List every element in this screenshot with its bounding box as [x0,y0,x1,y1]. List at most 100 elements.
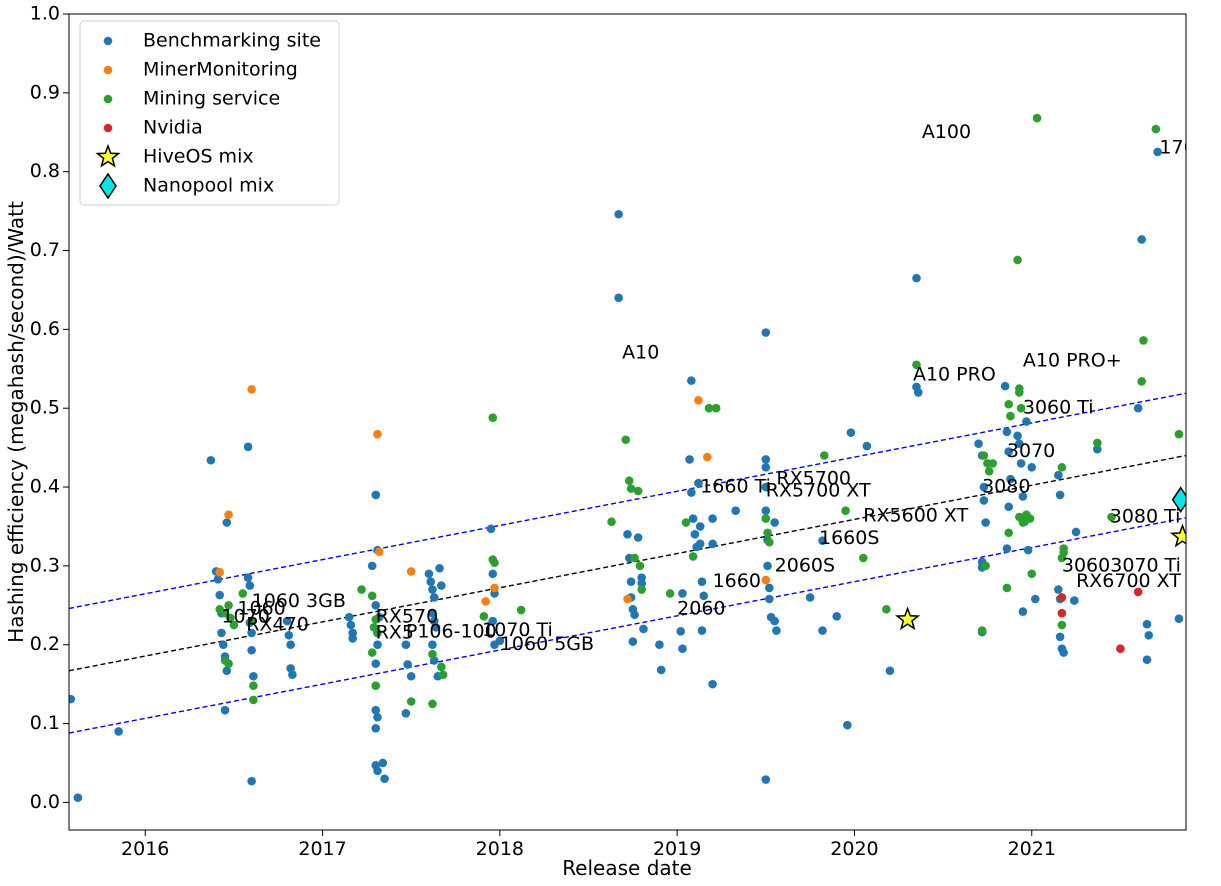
point-minermonitoring [702,452,712,462]
point-benchmarking [678,644,687,653]
point-mining [681,518,691,527]
point-mining [371,615,381,624]
point-nvidia [1057,608,1067,618]
point-benchmarking [428,608,437,618]
point-hiveos [1169,523,1186,548]
point-benchmarking [424,569,434,579]
point-mining [249,681,258,691]
point-mining [1013,255,1022,265]
point-benchmarking [694,478,703,488]
point-mining [665,589,675,598]
point-mining [981,561,990,571]
annotation-label: 1060 3GB [252,590,346,612]
point-benchmarking [1016,459,1026,468]
annotation-label: 1660S [819,527,879,549]
x-tick-label: 2017 [298,838,346,860]
point-benchmarking [687,488,696,497]
point-mining [979,451,989,460]
y-tick-label: 0.6 [30,318,60,340]
x-tick-label: 2021 [1008,838,1056,860]
trend-line-upper [69,392,1186,610]
point-benchmarking [1055,490,1065,500]
trend-line-lower [69,517,1186,734]
legend-label-benchmarking: Benchmarking site [143,30,321,52]
legend-label-nvidia: Nvidia [143,117,203,139]
point-benchmarking [688,514,698,523]
point-benchmarking [697,577,707,586]
point-mining [841,506,850,515]
point-benchmarking [655,640,664,650]
legend-label-hiveos: HiveOS mix [143,146,254,168]
point-benchmarking [247,628,256,638]
point-benchmarking [495,636,505,646]
point-mining [1057,553,1067,563]
point-nanopool [1171,486,1186,514]
point-minermonitoring [224,510,233,519]
point-benchmarking [656,665,666,675]
point-benchmarking [428,640,437,650]
point-mining [1002,583,1012,593]
point-benchmarking [486,524,496,534]
point-benchmarking [373,640,382,650]
point-benchmarking [69,694,76,704]
legend: Benchmarking site MinerMonitoring Mining s… [79,20,340,206]
legend-marker-minermonitoring [103,65,113,75]
trend-line-fit [69,454,1186,672]
point-benchmarking [1002,427,1012,437]
point-benchmarking [243,442,253,452]
point-mining [704,403,714,413]
point-benchmarking [885,666,895,676]
point-mining [428,699,437,709]
point-benchmarking [1071,527,1081,537]
point-mining [1057,463,1067,472]
point-mining [977,626,987,635]
point-benchmarking [763,561,772,571]
y-tick-label: 0.2 [30,633,60,655]
point-benchmarking [1093,444,1102,454]
point-mining [1015,388,1024,397]
point-benchmarking [249,671,258,681]
legend-marker-nanopool [99,172,117,200]
point-minermonitoring [481,597,490,606]
point-benchmarking [912,273,921,283]
point-mining [984,466,994,476]
annotation-label: A100 [922,121,971,143]
point-mining [607,517,616,527]
y-tick-label: 1.0 [30,3,60,25]
point-benchmarking [1018,607,1028,616]
point-benchmarking [206,455,216,465]
point-mining [635,561,645,571]
point-benchmarking [367,561,377,571]
point-mining [1151,124,1161,134]
point-benchmarking [630,610,639,620]
point-benchmarking [1022,417,1031,426]
point-benchmarking [1023,545,1033,555]
annotation-label: 3080 Ti [1110,506,1181,528]
point-benchmarking [614,209,623,219]
point-benchmarking [761,455,771,464]
point-benchmarking [708,679,717,689]
annotation-label: RX5700 [776,468,851,490]
annotation-label: 3070 [1007,440,1055,462]
y-axis-label: Hashing efficiency (megahash/second)/Wat… [4,201,28,643]
x-tick-label: 2018 [476,838,524,860]
point-mining [367,648,377,657]
point-mining [490,558,499,568]
point-benchmarking [979,482,989,492]
x-tick-label: 2016 [121,838,169,860]
annotation-label: 3060 Ti [1023,397,1094,419]
legend-marker-nvidia [103,123,113,133]
annotation-label: 2060 [677,598,725,620]
point-mining [1093,438,1102,448]
point-mining [488,413,498,422]
annotation-label: 30603070 Ti [1062,554,1181,576]
point-benchmarking [245,581,255,590]
point-benchmarking [488,616,498,626]
point-benchmarking [1137,235,1146,244]
point-benchmarking [832,612,842,621]
point-benchmarking [731,506,740,515]
point-mining [988,459,998,468]
point-benchmarking [843,720,852,730]
point-benchmarking [765,594,774,604]
annotation-label: RX5600 XT [863,505,968,527]
